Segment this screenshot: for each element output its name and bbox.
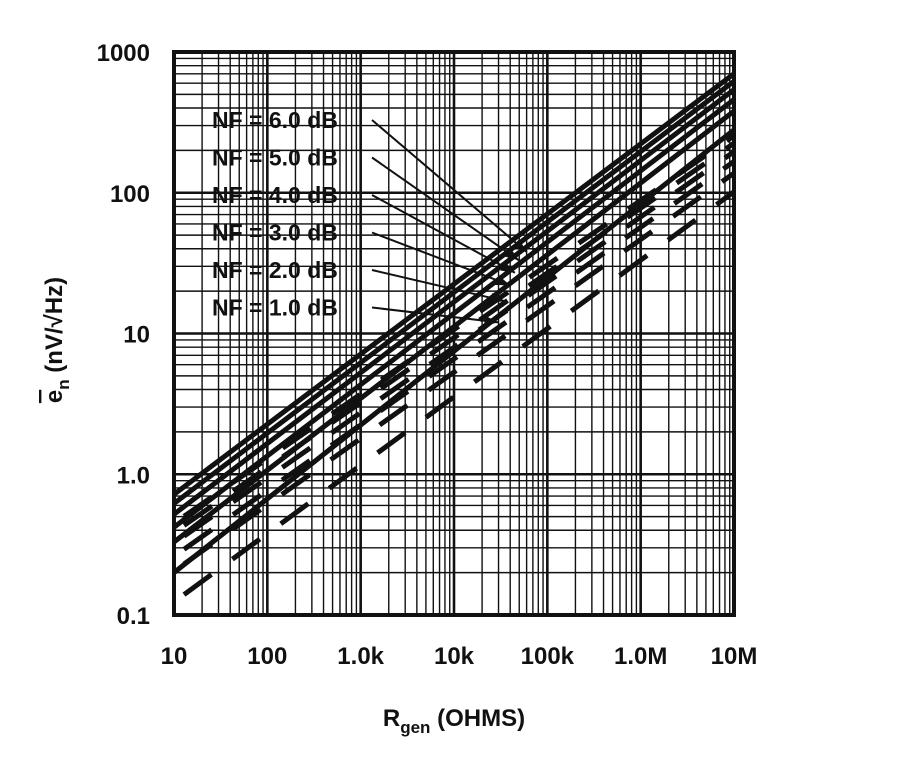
series-label: NF = 6.0 dB	[212, 107, 338, 133]
series-line-solid	[172, 97, 736, 530]
y-tick-label: 10	[123, 322, 150, 349]
series-arrow-line	[371, 231, 511, 287]
series-arrow-head	[512, 239, 527, 252]
label-layer: NF = 6.0 dB NF = 5.0 dB NF = 4.0 dB NF = 3.…	[212, 107, 528, 326]
y-tick-label: 1000	[97, 40, 150, 67]
y-axis-title-symbol: e	[41, 390, 68, 403]
x-tick-label: 10k	[434, 643, 475, 670]
x-tick-label: 10	[161, 643, 188, 670]
series-line-dashed	[182, 159, 736, 552]
series-line-dashed	[182, 149, 736, 539]
series-arrow-line	[371, 156, 520, 262]
series-arrow-head	[504, 248, 520, 261]
series-arrow-line	[371, 119, 528, 253]
series-line-solid	[172, 127, 736, 575]
x-tick-label: 1.0M	[614, 643, 667, 670]
series-line-solid	[172, 109, 736, 545]
x-tick-label: 100	[247, 643, 287, 670]
series-layer	[172, 71, 736, 597]
series-line-solid	[172, 79, 736, 506]
x-tick-label: 100k	[521, 643, 575, 670]
series-arrow-line	[371, 194, 516, 274]
series-arrow-head	[500, 261, 515, 273]
series-label: NF = 4.0 dB	[212, 182, 338, 208]
y-tick-label: 0.1	[117, 603, 150, 630]
series-arrow-head	[484, 315, 499, 326]
series-arrow-head	[490, 293, 505, 303]
series-arrow-line	[371, 269, 506, 303]
series-line-solid	[172, 71, 736, 497]
x-tick-label: 1.0k	[337, 643, 384, 670]
y-axis-title: en (nV/√Hz)	[41, 277, 73, 403]
series-line-dashed	[182, 141, 736, 528]
series-line-dashed	[182, 189, 736, 597]
x-tick-label: 10M	[711, 643, 758, 670]
series-label: NF = 1.0 dB	[212, 295, 338, 321]
tick-layer: 10 100 1.0k 10k 100k 1.0M 10M 0.1 1.0 10 100 1000	[97, 40, 758, 670]
series-line-solid	[172, 87, 736, 517]
y-tick-label: 1.0	[117, 462, 150, 489]
series-label: NF = 5.0 dB	[212, 145, 338, 171]
series-line-dashed	[182, 171, 736, 567]
series-label: NF = 2.0 dB	[212, 257, 338, 283]
series-arrow-line	[371, 306, 499, 324]
y-tick-label: 100	[110, 181, 150, 208]
series-label: NF = 3.0 dB	[212, 220, 338, 246]
x-axis-title: Rgen (OHMS)	[383, 705, 525, 737]
series-arrow-head	[495, 275, 511, 286]
plot-frame	[172, 50, 736, 617]
